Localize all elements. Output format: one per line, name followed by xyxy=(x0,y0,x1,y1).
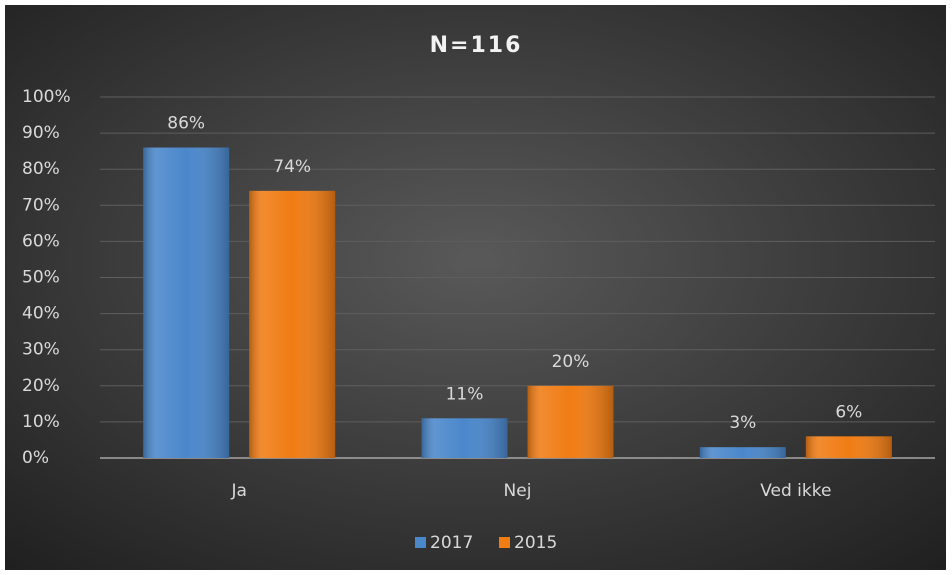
bar-shading xyxy=(249,190,336,459)
y-tick-label: 40% xyxy=(22,304,60,324)
bar-shading xyxy=(805,436,892,458)
chart-title: N=116 xyxy=(430,33,523,58)
legend-label: 2017 xyxy=(430,533,473,553)
data-label: 11% xyxy=(446,384,484,404)
y-tick-label: 80% xyxy=(22,159,60,179)
y-tick-label: 90% xyxy=(22,123,60,143)
legend-swatch xyxy=(415,537,426,548)
data-label: 74% xyxy=(273,157,311,177)
bar-shading xyxy=(699,447,786,458)
y-tick-label: 0% xyxy=(22,448,49,468)
y-tick-label: 10% xyxy=(22,412,60,432)
y-tick-label: 30% xyxy=(22,340,60,360)
x-tick-label: Ja xyxy=(230,481,246,501)
y-tick-label: 100% xyxy=(22,87,71,107)
y-tick-label: 20% xyxy=(22,376,60,396)
legend-swatch xyxy=(499,537,510,548)
legend-label: 2015 xyxy=(514,533,557,553)
data-label: 20% xyxy=(552,352,590,372)
x-tick-label: Ved ikke xyxy=(760,481,831,501)
bar-shading xyxy=(527,385,614,458)
data-label: 86% xyxy=(167,114,205,134)
y-tick-label: 60% xyxy=(22,231,60,251)
bar-shading xyxy=(143,147,230,459)
y-tick-label: 70% xyxy=(22,195,60,215)
bar-shading xyxy=(421,418,508,458)
data-label: 6% xyxy=(835,402,862,422)
y-tick-label: 50% xyxy=(22,268,60,288)
data-label: 3% xyxy=(729,413,756,433)
x-tick-label: Nej xyxy=(504,481,532,501)
